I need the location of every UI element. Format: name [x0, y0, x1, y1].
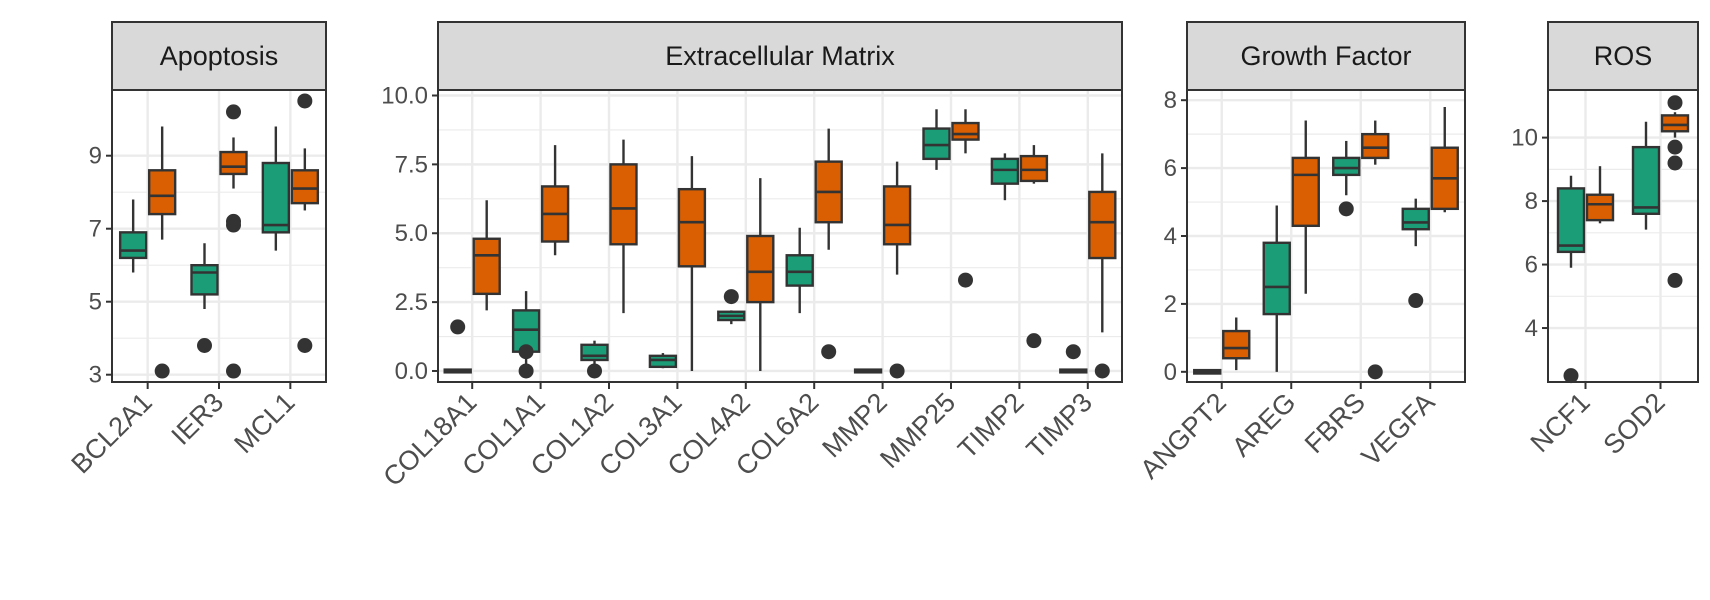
outlier-point — [1667, 95, 1683, 111]
outlier-point — [1667, 272, 1683, 288]
outlier-point — [297, 93, 313, 109]
x-tick-label: MMP25 — [874, 387, 961, 474]
y-tick-label: 3 — [89, 362, 102, 389]
box — [922, 127, 951, 161]
outlier-point — [226, 217, 241, 233]
x-tick-label: BCL2A1 — [66, 387, 158, 479]
box — [472, 237, 501, 296]
y-tick-label: 7.5 — [395, 151, 428, 178]
outlier-point — [226, 104, 241, 120]
box — [1019, 154, 1049, 183]
outlier-point — [821, 344, 837, 360]
outlier-point — [723, 289, 739, 305]
facet-strip — [437, 21, 1123, 91]
outlier-point — [518, 363, 534, 379]
x-tick-label: IER3 — [166, 387, 230, 451]
outlier-point — [1338, 201, 1354, 217]
box — [1631, 145, 1661, 215]
outlier-point — [226, 363, 241, 379]
outlier-point — [1667, 155, 1683, 171]
facet-title: Apoptosis — [160, 41, 279, 71]
x-tick-label: TIMP3 — [1021, 387, 1098, 464]
x-tick-label: SOD2 — [1598, 387, 1671, 460]
y-tick-label: 5.0 — [395, 220, 428, 247]
x-tick-label: NCF1 — [1525, 387, 1596, 458]
box — [990, 157, 1020, 185]
outlier-point — [1026, 333, 1042, 349]
box — [882, 185, 912, 246]
y-tick-label: 10.0 — [381, 83, 428, 110]
facet-title: Extracellular Matrix — [665, 41, 895, 71]
facet-strip — [1547, 21, 1699, 91]
outlier-point — [518, 344, 534, 360]
y-tick-label: 6 — [1525, 252, 1538, 279]
x-tick-label: TIMP2 — [952, 387, 1029, 464]
outlier-point — [1667, 139, 1683, 155]
outlier-point — [297, 338, 313, 353]
y-tick-label: 5 — [89, 289, 102, 316]
box — [1401, 207, 1430, 231]
x-tick-label: AREG — [1226, 387, 1301, 462]
box — [648, 354, 678, 369]
x-tick-label: VEGFA — [1356, 387, 1441, 472]
y-tick-label: 2.5 — [395, 289, 428, 316]
outlier-point — [1094, 363, 1110, 379]
box — [785, 254, 814, 287]
y-tick-label: 4 — [1525, 315, 1538, 342]
box — [1556, 187, 1586, 254]
box — [147, 169, 177, 216]
y-tick-label: 10 — [1511, 125, 1538, 152]
box — [1332, 156, 1361, 177]
x-tick-label: ANGPT2 — [1134, 387, 1232, 485]
box — [1361, 132, 1390, 160]
box — [746, 234, 775, 304]
outlier-point — [154, 363, 170, 379]
box — [677, 187, 707, 268]
y-tick-label: 0.0 — [395, 358, 428, 385]
facet-strip — [1186, 21, 1466, 91]
facet-title: Growth Factor — [1240, 41, 1411, 71]
box — [1660, 114, 1690, 133]
y-tick-label: 9 — [89, 143, 102, 170]
facet-title: ROS — [1594, 41, 1653, 71]
outlier-point — [957, 272, 973, 288]
outlier-point — [889, 363, 905, 379]
outlier-point — [1563, 368, 1579, 384]
y-tick-label: 0 — [1164, 359, 1177, 386]
box — [290, 169, 320, 205]
y-tick-label: 4 — [1164, 223, 1177, 250]
y-tick-label: 8 — [1525, 188, 1538, 215]
facet-strip — [111, 21, 327, 91]
box — [1585, 193, 1615, 222]
y-tick-label: 8 — [1164, 87, 1177, 114]
x-tick-label: MCL1 — [228, 387, 300, 459]
box — [118, 231, 148, 260]
y-tick-label: 7 — [89, 216, 102, 243]
outlier-point — [1408, 293, 1424, 309]
outlier-point — [587, 363, 603, 379]
box — [951, 121, 980, 141]
box — [1262, 241, 1291, 316]
y-tick-label: 2 — [1164, 291, 1177, 318]
box — [219, 150, 248, 176]
box — [1222, 329, 1251, 360]
box — [580, 343, 609, 362]
outlier-point — [1367, 364, 1383, 380]
y-tick-label: 6 — [1164, 155, 1177, 182]
box — [1291, 156, 1320, 228]
box — [261, 161, 291, 234]
outlier-point — [197, 338, 212, 353]
outlier-point — [1065, 344, 1081, 360]
box — [190, 264, 219, 296]
outlier-point — [450, 319, 466, 335]
box — [1088, 190, 1117, 260]
box — [609, 163, 638, 246]
x-tick-label: COL18A1 — [377, 387, 482, 492]
